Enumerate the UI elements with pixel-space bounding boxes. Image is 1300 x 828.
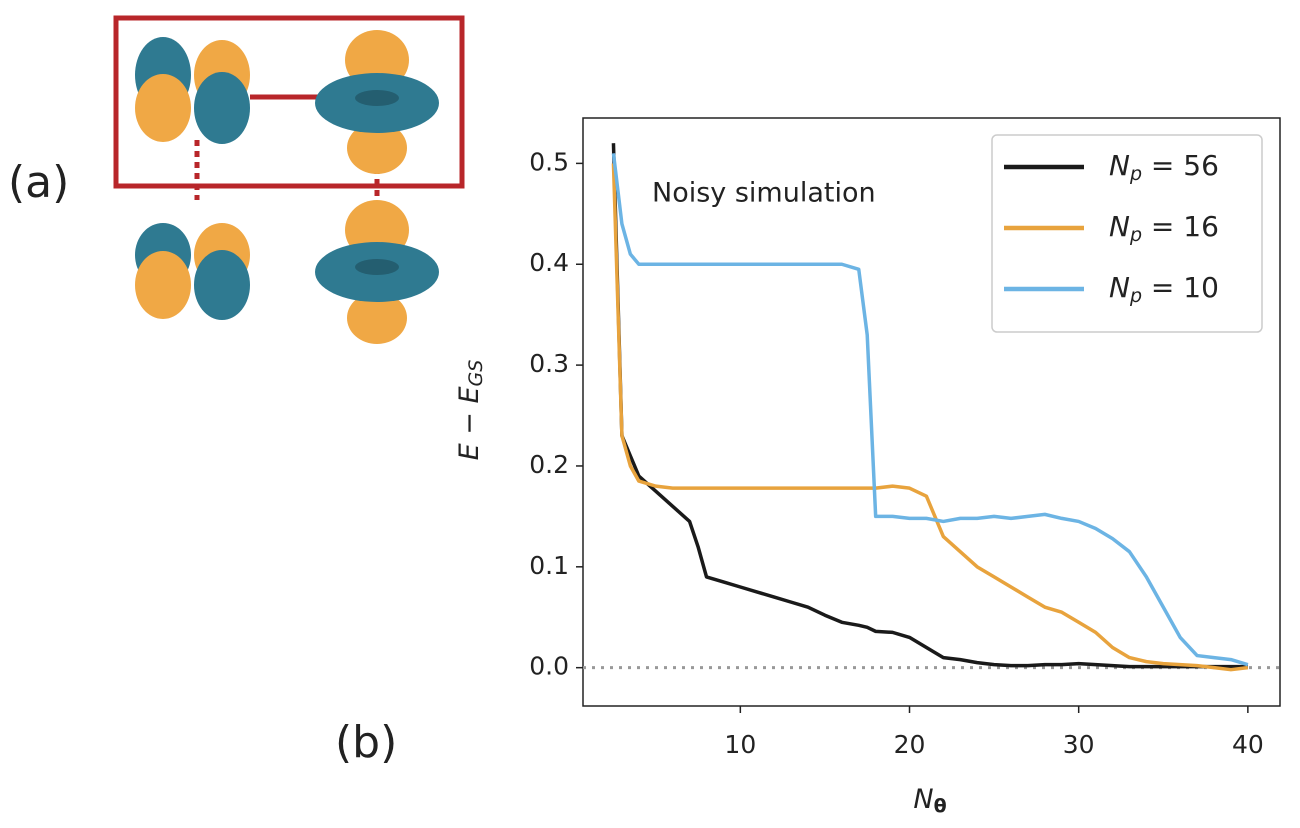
- x-tick-label: 20: [894, 730, 926, 759]
- d-orbital-bottom-left: [135, 223, 250, 320]
- x-label-sub: θ: [934, 795, 947, 817]
- y-tick-label: 0.0: [529, 652, 569, 681]
- orbital-diagram: [113, 15, 465, 344]
- legend-label-sub: p: [1129, 163, 1142, 185]
- x-tick-label: 40: [1232, 730, 1264, 759]
- y-label-sub: GS: [465, 360, 487, 387]
- legend-label-sub: p: [1129, 224, 1142, 246]
- y-axis-label: E − EGS: [454, 360, 487, 461]
- panel-label: (b): [335, 717, 397, 768]
- y-tick-label: 0.3: [529, 349, 569, 378]
- y-tick-label: 0.1: [529, 551, 569, 580]
- legend-label-rest: = 10: [1142, 271, 1219, 304]
- y-tick-label: 0.4: [529, 248, 569, 277]
- y-tick-label: 0.5: [529, 147, 569, 176]
- legend-label-rest: = 16: [1142, 210, 1219, 243]
- data-line: [611, 153, 1249, 667]
- legend-label-main: N: [1109, 149, 1130, 182]
- legend-label-main: N: [1109, 271, 1130, 304]
- x-tick-label: 10: [724, 730, 756, 759]
- legend-label-rest: = 56: [1142, 149, 1219, 182]
- y-tick-label: 0.2: [529, 450, 569, 479]
- data-line: [611, 163, 1249, 672]
- d-orbital-top-left: [135, 37, 250, 144]
- legend-label: Np = 16: [1109, 210, 1219, 246]
- y-label-main: E − E: [454, 386, 485, 460]
- x-tick-label: 30: [1063, 730, 1095, 759]
- x-axis-label: Nθ: [913, 784, 946, 817]
- legend-label: Np = 56: [1109, 149, 1219, 185]
- dz2-orbital-top-right: [315, 30, 439, 174]
- legend-label-main: N: [1109, 210, 1130, 243]
- dz2-orbital-bottom-right: [315, 200, 439, 344]
- plot-frame: [582, 117, 1281, 707]
- panel-label: (a): [8, 157, 69, 208]
- legend-box: [991, 134, 1263, 333]
- legend-label: Np = 10: [1109, 271, 1219, 307]
- annotation: Noisy simulation: [652, 178, 876, 209]
- data-line: [611, 143, 1248, 669]
- x-label-main: N: [913, 784, 933, 815]
- legend-label-sub: p: [1129, 285, 1142, 307]
- highlight-box: [113, 15, 465, 189]
